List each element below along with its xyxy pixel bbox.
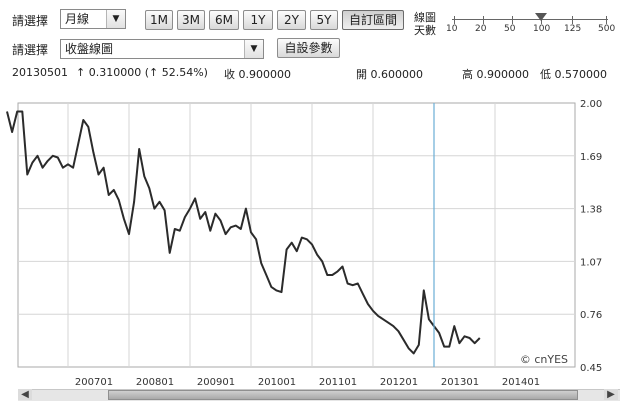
ma-slider-tick xyxy=(512,16,513,24)
custom-params-button[interactable]: 自設參數 xyxy=(277,38,340,58)
y-tick-label: 1.07 xyxy=(580,257,602,268)
chevron-down-icon: ▼ xyxy=(106,10,125,28)
info-close: 收 0.900000 xyxy=(224,68,291,81)
indicator-select[interactable]: 收盤線圖 ▼ xyxy=(60,39,264,59)
scroll-left-icon[interactable]: ◀ xyxy=(18,389,32,400)
ma-slider-tick-label: 125 xyxy=(564,24,582,34)
indicator-select-value: 收盤線圖 xyxy=(65,42,114,56)
info-low: 低 0.570000 xyxy=(540,68,607,81)
watermark: © cnYES xyxy=(520,353,568,366)
x-tick-label: 200701 xyxy=(75,377,113,388)
range-button-2[interactable]: 6M xyxy=(209,10,239,30)
info-high: 高 0.900000 xyxy=(462,68,529,81)
scrollbar-thumb[interactable] xyxy=(108,390,578,400)
x-tick-label: 200901 xyxy=(197,377,235,388)
x-tick-label: 201401 xyxy=(502,377,540,388)
range-button-1[interactable]: 3M xyxy=(177,10,205,30)
yield-line-chart[interactable]: 2.00 1.69 1.38 1.07 0.76 0.45 200701 200801 2009… xyxy=(0,95,620,389)
x-tick-label: 201001 xyxy=(258,377,296,388)
ma-slider-tick-label: 500 xyxy=(598,24,616,34)
ma-slider[interactable] xyxy=(452,19,608,20)
y-tick-label: 0.45 xyxy=(580,363,602,374)
series-line xyxy=(6,110,481,355)
scroll-right-icon[interactable]: ▶ xyxy=(604,389,618,400)
ma-label-1: 線圖 xyxy=(414,11,436,24)
range-button-6[interactable]: 自訂區間 xyxy=(342,10,404,30)
y-tick-label: 1.38 xyxy=(580,205,602,216)
period-label: 請選擇 xyxy=(12,14,49,28)
ma-slider-tick-label: 100 xyxy=(533,24,551,34)
ma-slider-tick-label: 50 xyxy=(504,24,516,34)
range-button-4[interactable]: 2Y xyxy=(277,10,306,30)
plot-frame xyxy=(17,102,576,368)
range-button-3[interactable]: 1Y xyxy=(243,10,273,30)
y-tick-label: 2.00 xyxy=(580,99,602,110)
info-date: 20130501 xyxy=(12,66,68,79)
y-tick-label: 1.69 xyxy=(580,152,602,163)
ma-slider-tick xyxy=(572,16,573,24)
ma-slider-tick xyxy=(454,16,455,24)
y-tick-label: 0.76 xyxy=(580,310,602,321)
x-tick-label: 201101 xyxy=(319,377,357,388)
range-button-5[interactable]: 5Y xyxy=(310,10,338,30)
ma-slider-tick xyxy=(606,16,607,24)
ma-slider-tick xyxy=(483,16,484,24)
indicator-label: 請選擇 xyxy=(12,43,49,57)
period-select-value: 月線 xyxy=(65,12,90,26)
chevron-down-icon: ▼ xyxy=(244,40,263,58)
slider-handle-icon[interactable] xyxy=(535,13,547,21)
period-select[interactable]: 月線 ▼ xyxy=(60,9,126,29)
x-tick-label: 201301 xyxy=(441,377,479,388)
x-tick-label: 201201 xyxy=(380,377,418,388)
info-change: ↑ 0.310000 (↑ 52.54%) xyxy=(76,66,208,79)
range-button-0[interactable]: 1M xyxy=(145,10,173,30)
ma-slider-tick-label: 20 xyxy=(475,24,487,34)
ma-label-2: 天數 xyxy=(414,24,436,37)
ma-slider-tick-label: 10 xyxy=(446,24,458,34)
x-tick-label: 200801 xyxy=(136,377,174,388)
info-open: 開 0.600000 xyxy=(356,68,423,81)
